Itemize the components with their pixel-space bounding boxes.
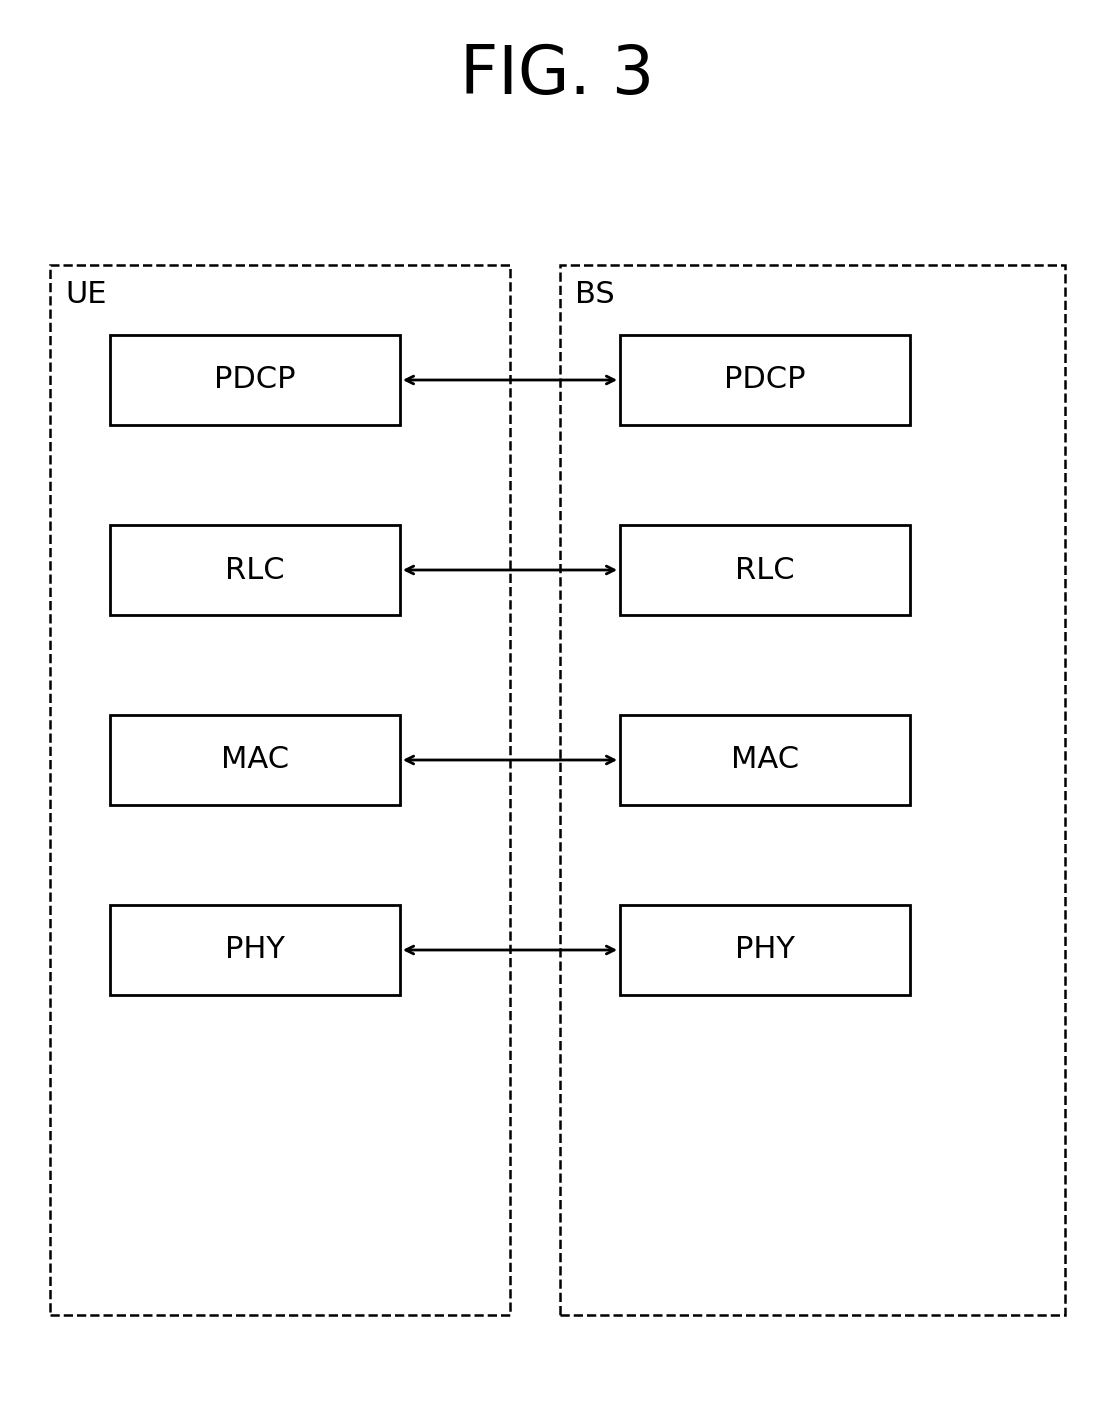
Bar: [110, 906, 400, 995]
Bar: [620, 715, 910, 805]
Text: PHY: PHY: [225, 935, 285, 965]
Bar: [110, 715, 400, 805]
Bar: [110, 525, 400, 616]
Text: PDCP: PDCP: [214, 365, 295, 395]
Text: PHY: PHY: [735, 935, 795, 965]
Bar: [560, 265, 1065, 1315]
Bar: [620, 906, 910, 995]
Bar: [620, 525, 910, 616]
Text: MAC: MAC: [731, 746, 799, 774]
Text: UE: UE: [65, 280, 107, 308]
Text: FIG. 3: FIG. 3: [460, 42, 655, 108]
Text: RLC: RLC: [225, 556, 284, 584]
Text: RLC: RLC: [735, 556, 795, 584]
Text: BS: BS: [575, 280, 614, 308]
Bar: [110, 335, 400, 424]
Text: MAC: MAC: [221, 746, 289, 774]
Bar: [50, 265, 510, 1315]
Text: PDCP: PDCP: [725, 365, 806, 395]
Bar: [620, 335, 910, 424]
